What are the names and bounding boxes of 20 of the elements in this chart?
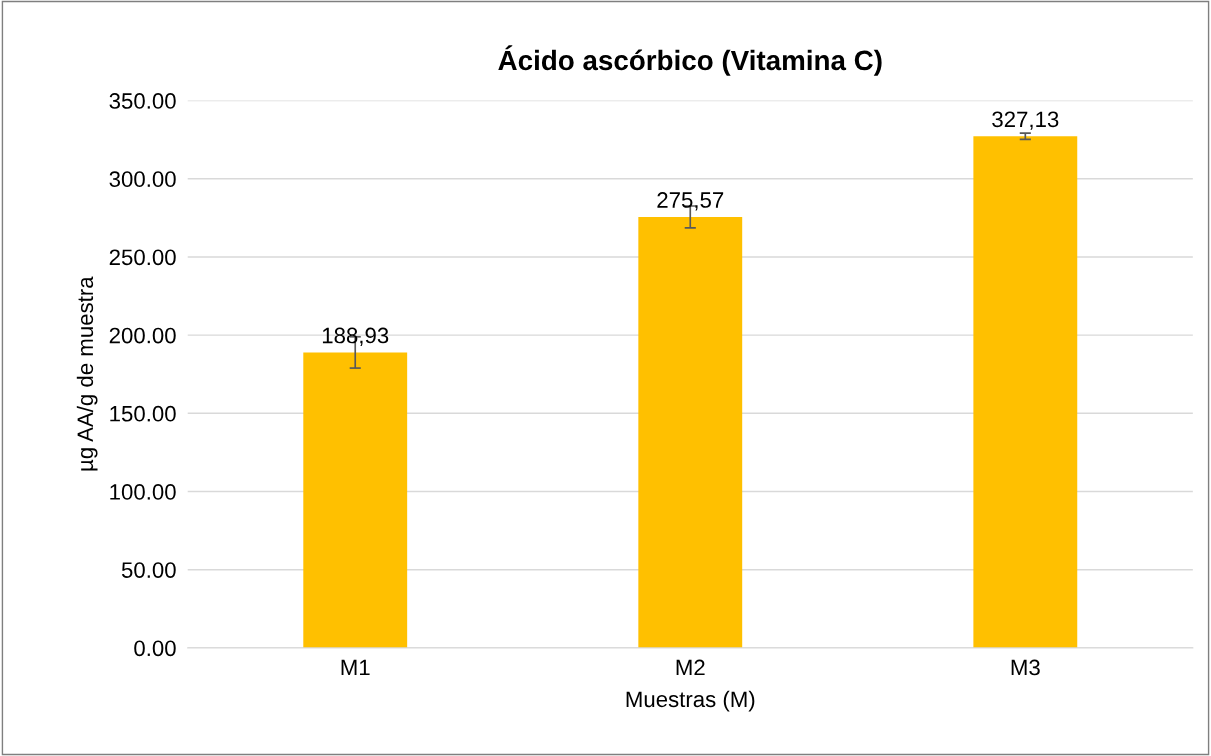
y-tick-label: 0.00 xyxy=(134,640,176,657)
y-tick-label: 150.00 xyxy=(110,405,176,422)
bar xyxy=(973,136,1078,648)
y-axis-title: µg AA/g de muestra xyxy=(76,276,98,471)
y-tick-label: 300.00 xyxy=(109,171,176,188)
x-axis-title: Muestras (M) xyxy=(626,690,755,712)
y-tick-label: 250.00 xyxy=(109,249,176,266)
data-label: 275,57 xyxy=(657,192,724,211)
y-tick-label: 100.00 xyxy=(110,484,176,500)
bar xyxy=(303,352,408,648)
bar xyxy=(638,216,743,648)
x-tick-label: M2 xyxy=(676,659,705,676)
y-tick-label: 350.00 xyxy=(109,93,176,109)
x-tick-label: M1 xyxy=(341,659,370,676)
x-tick-label: M3 xyxy=(1011,659,1040,676)
y-tick-label: 200.00 xyxy=(109,327,176,344)
data-label: 327,13 xyxy=(992,111,1059,130)
data-label: 188,93 xyxy=(322,327,389,346)
y-tick-label: 50.00 xyxy=(121,562,176,578)
chart-title: Ácido ascórbico (Vitamina C) xyxy=(498,45,882,76)
